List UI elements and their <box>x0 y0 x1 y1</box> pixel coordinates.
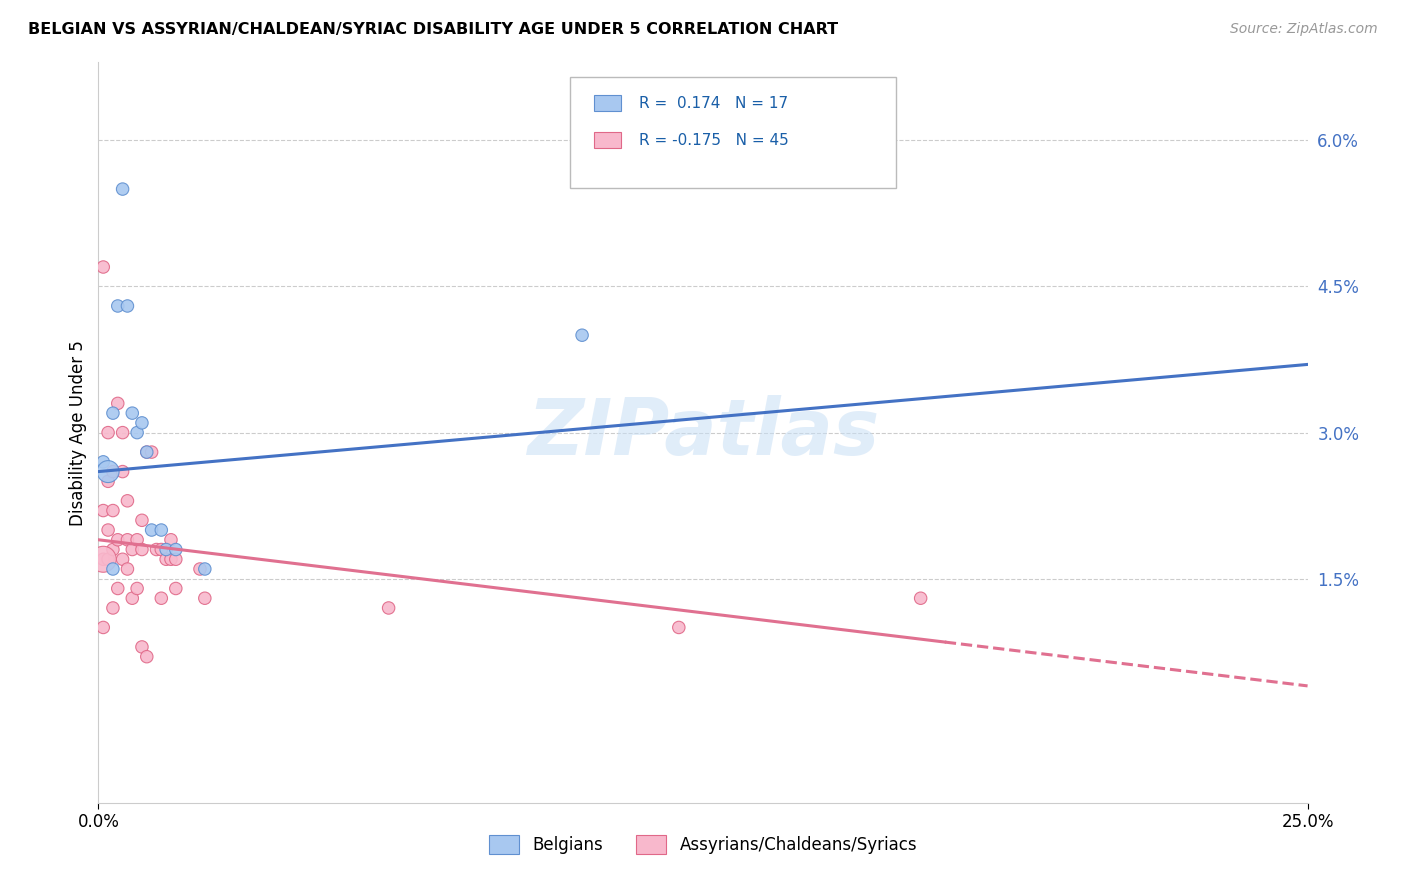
Point <box>121 406 143 420</box>
Point <box>131 542 153 557</box>
Point <box>150 542 173 557</box>
Point <box>107 533 129 547</box>
FancyBboxPatch shape <box>595 95 621 112</box>
Y-axis label: Disability Age Under 5: Disability Age Under 5 <box>69 340 87 525</box>
Point <box>127 425 149 440</box>
Point <box>160 533 183 547</box>
Point <box>91 552 114 566</box>
Text: R = -0.175   N = 45: R = -0.175 N = 45 <box>638 133 789 148</box>
Point <box>571 328 593 343</box>
Point <box>107 582 129 596</box>
Point <box>91 503 114 517</box>
Point <box>910 591 932 606</box>
Point <box>194 591 217 606</box>
FancyBboxPatch shape <box>595 132 621 148</box>
Point <box>101 601 124 615</box>
Point <box>135 649 157 664</box>
Point <box>97 425 120 440</box>
Point <box>668 620 690 634</box>
Point <box>111 552 134 566</box>
Point <box>131 513 153 527</box>
Point <box>117 299 139 313</box>
Text: BELGIAN VS ASSYRIAN/CHALDEAN/SYRIAC DISABILITY AGE UNDER 5 CORRELATION CHART: BELGIAN VS ASSYRIAN/CHALDEAN/SYRIAC DISA… <box>28 22 838 37</box>
Point <box>165 542 187 557</box>
Text: R =  0.174   N = 17: R = 0.174 N = 17 <box>638 95 787 111</box>
Point <box>141 445 163 459</box>
Point <box>188 562 211 576</box>
Point <box>131 416 153 430</box>
Point <box>97 465 120 479</box>
Point <box>145 542 167 557</box>
Point <box>107 299 129 313</box>
Point <box>111 182 134 196</box>
Point <box>127 582 149 596</box>
Point <box>377 601 399 615</box>
Point <box>135 445 157 459</box>
Point <box>117 533 139 547</box>
Point <box>101 542 124 557</box>
Point <box>131 640 153 654</box>
Point <box>127 533 149 547</box>
Legend: Belgians, Assyrians/Chaldeans/Syriacs: Belgians, Assyrians/Chaldeans/Syriacs <box>482 829 924 861</box>
Point <box>160 552 183 566</box>
Text: ZIPatlas: ZIPatlas <box>527 394 879 471</box>
Point <box>117 562 139 576</box>
Point <box>111 425 134 440</box>
Point <box>141 523 163 537</box>
Point <box>107 396 129 410</box>
Point <box>91 552 114 566</box>
Point <box>121 591 143 606</box>
Point <box>155 552 177 566</box>
FancyBboxPatch shape <box>569 78 897 188</box>
Point <box>101 406 124 420</box>
Point <box>111 465 134 479</box>
Point <box>117 493 139 508</box>
Point <box>97 475 120 489</box>
Point <box>150 523 173 537</box>
Point <box>165 552 187 566</box>
Point <box>194 562 217 576</box>
Point <box>165 582 187 596</box>
Point <box>155 542 177 557</box>
Text: Source: ZipAtlas.com: Source: ZipAtlas.com <box>1230 22 1378 37</box>
Point <box>121 542 143 557</box>
Point <box>91 260 114 274</box>
Point <box>91 455 114 469</box>
Point <box>101 503 124 517</box>
Point <box>101 465 124 479</box>
Point <box>97 552 120 566</box>
Point <box>91 620 114 634</box>
Point <box>101 562 124 576</box>
Point <box>97 523 120 537</box>
Point <box>150 591 173 606</box>
Point <box>135 445 157 459</box>
